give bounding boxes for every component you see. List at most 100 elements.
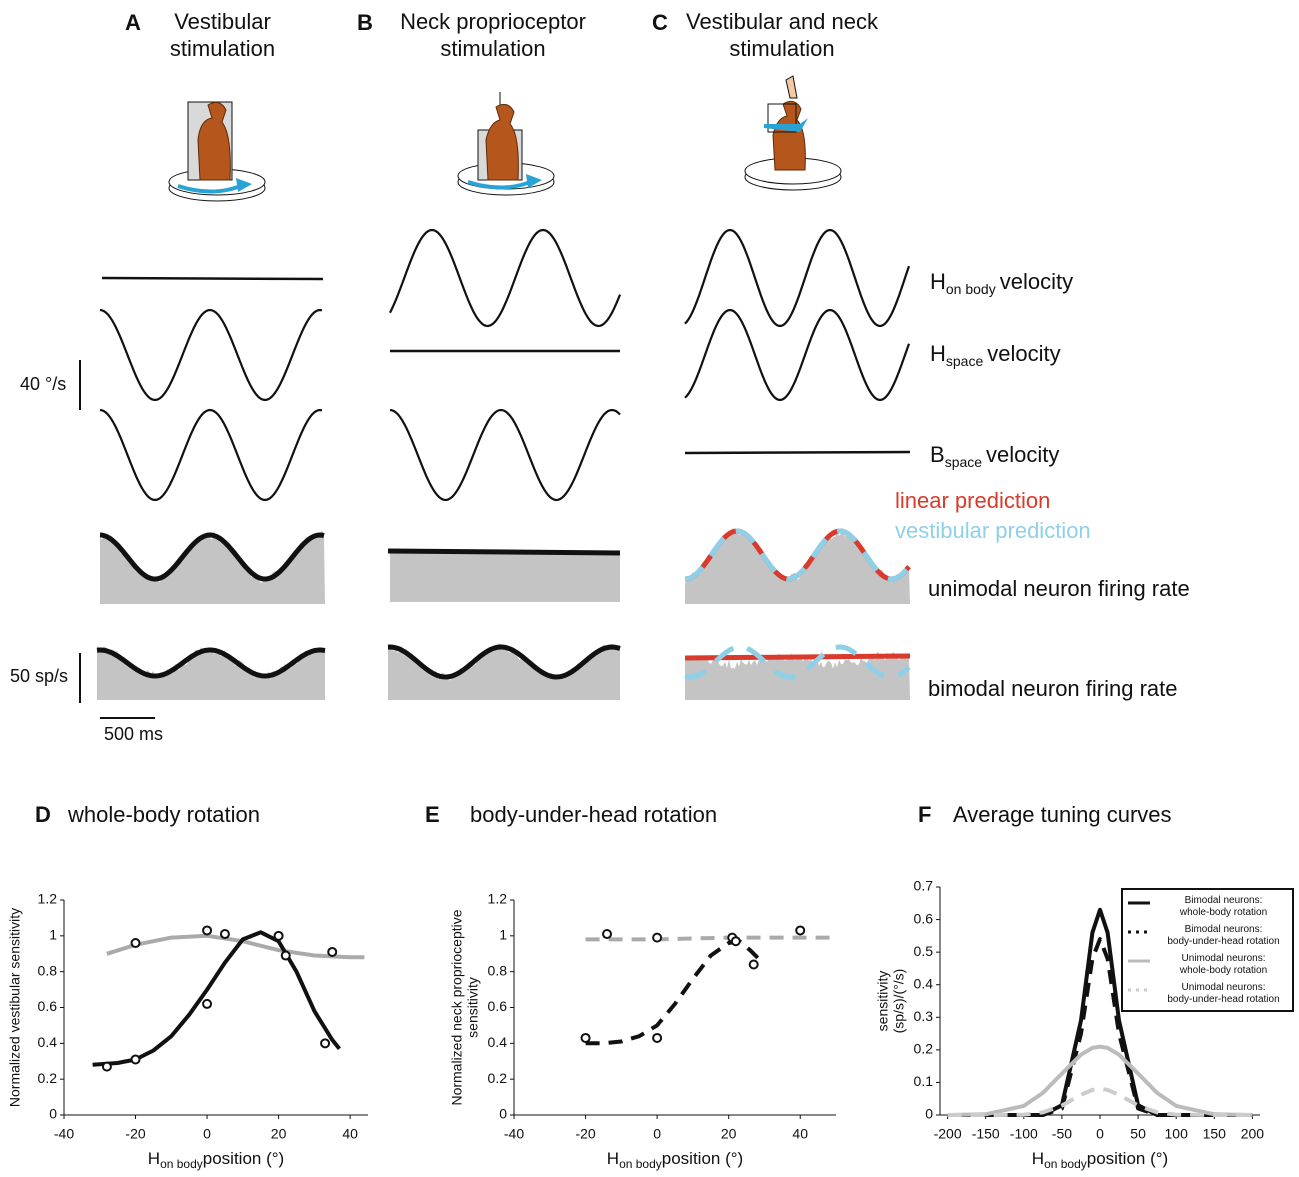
y-tick-label: 0 bbox=[49, 1106, 57, 1122]
y-tick-label: 0.1 bbox=[914, 1073, 934, 1089]
y-tick-label: 0.8 bbox=[38, 962, 58, 978]
y-tick-label: 0.6 bbox=[488, 998, 508, 1014]
data-point bbox=[582, 1034, 590, 1042]
y-tick-label: 0 bbox=[925, 1106, 933, 1122]
chart-letter: E bbox=[425, 802, 440, 827]
y-tick-label: 0.8 bbox=[488, 962, 508, 978]
row-label-rest: velocity bbox=[987, 341, 1060, 366]
x-label-rest: position (°) bbox=[1087, 1149, 1168, 1168]
row-label-sub: on body bbox=[946, 281, 996, 297]
x-tick-label: 0 bbox=[203, 1126, 211, 1142]
y-tick-label: 0.4 bbox=[488, 1034, 508, 1050]
chart-letter: F bbox=[918, 802, 931, 827]
scale-label: 500 ms bbox=[104, 724, 163, 744]
row-label-main: H bbox=[930, 341, 946, 366]
x-label-main: H bbox=[148, 1149, 160, 1168]
y-tick-label: 0.7 bbox=[914, 878, 934, 894]
x-tick-label: 20 bbox=[721, 1126, 737, 1142]
row-label-main: B bbox=[930, 442, 945, 467]
data-point bbox=[132, 939, 140, 947]
x-tick-label: -200 bbox=[934, 1126, 962, 1142]
panel-title: Vestibular and neck stimulation bbox=[657, 8, 907, 62]
panel-title: Neck proprioceptor stimulation bbox=[368, 8, 618, 62]
trace bbox=[102, 278, 323, 279]
x-tick-label: 40 bbox=[792, 1126, 808, 1142]
data-point bbox=[103, 1063, 111, 1071]
y-axis-label: (sp/s)/(°/s) bbox=[891, 969, 907, 1034]
data-point bbox=[732, 937, 740, 945]
trace bbox=[100, 310, 322, 400]
data-point bbox=[321, 1039, 329, 1047]
row-label: unimodal neuron firing rate bbox=[928, 576, 1190, 601]
y-axis-label: Normalized neck proprioceptive bbox=[449, 909, 465, 1105]
legend-label: Bimodal neurons: body-under-head rotatio… bbox=[1154, 924, 1293, 948]
x-tick-label: 0 bbox=[1096, 1126, 1104, 1142]
y-tick-label: 0.2 bbox=[914, 1041, 934, 1057]
y-axis-label: Normalized vestibular sensitivity bbox=[7, 908, 23, 1107]
data-point bbox=[653, 934, 661, 942]
x-tick-label: -50 bbox=[1052, 1126, 1072, 1142]
curve bbox=[586, 941, 761, 1043]
row-label: bimodal neuron firing rate bbox=[928, 676, 1177, 701]
x-label-rest: position (°) bbox=[203, 1149, 284, 1168]
row-label: Hspacevelocity bbox=[930, 341, 1061, 369]
row-label: Hon bodyvelocity bbox=[930, 269, 1073, 297]
data-point bbox=[132, 1055, 140, 1063]
legend-label-box: Unimodal neurons: whole-body rotation bbox=[1154, 953, 1293, 981]
y-tick-label: 1.2 bbox=[488, 891, 508, 907]
row-label-main: H bbox=[930, 269, 946, 294]
y-tick-label: 0.5 bbox=[914, 943, 934, 959]
x-axis-label: Hon bodyposition (°) bbox=[148, 1149, 284, 1171]
x-axis-label: Hon bodyposition (°) bbox=[1032, 1149, 1168, 1171]
y-tick-label: 0.3 bbox=[914, 1008, 934, 1024]
x-label-rest: position (°) bbox=[662, 1149, 743, 1168]
trace bbox=[685, 452, 910, 453]
x-label-main: H bbox=[1032, 1149, 1044, 1168]
x-label-sub: on body bbox=[1044, 1157, 1087, 1171]
x-tick-label: 50 bbox=[1130, 1126, 1146, 1142]
trace bbox=[388, 551, 620, 553]
x-tick-label: 0 bbox=[653, 1126, 661, 1142]
prediction-label: linear prediction bbox=[895, 488, 1050, 513]
chart-letter: D bbox=[35, 802, 51, 827]
y-tick-label: 0.6 bbox=[914, 910, 934, 926]
illustration-c bbox=[745, 76, 841, 190]
row-label-sub: space bbox=[945, 454, 983, 470]
x-tick-label: -40 bbox=[54, 1126, 74, 1142]
y-tick-label: 0.2 bbox=[38, 1070, 58, 1086]
scale-label: 40 °/s bbox=[20, 374, 66, 394]
data-point bbox=[653, 1034, 661, 1042]
trace bbox=[390, 230, 620, 326]
y-tick-label: 1.2 bbox=[38, 891, 58, 907]
chart-title: whole-body rotation bbox=[67, 802, 260, 827]
x-label-sub: on body bbox=[160, 1157, 203, 1171]
legend-label: Bimodal neurons: whole-body rotation bbox=[1154, 895, 1293, 919]
y-axis-label: sensitivity bbox=[465, 977, 481, 1038]
x-label-main: H bbox=[607, 1149, 619, 1168]
trace bbox=[100, 410, 322, 500]
y-tick-label: 0.4 bbox=[914, 975, 934, 991]
x-tick-label: -40 bbox=[504, 1126, 524, 1142]
x-tick-label: -100 bbox=[1010, 1126, 1038, 1142]
chart-title: Average tuning curves bbox=[953, 802, 1172, 827]
x-tick-label: 20 bbox=[271, 1126, 287, 1142]
x-tick-label: -20 bbox=[125, 1126, 145, 1142]
panel-title-box: Vestibular and neck stimulation bbox=[657, 8, 917, 68]
legend-label-box: Bimodal neurons: whole-body rotation bbox=[1154, 895, 1293, 923]
data-point bbox=[282, 952, 290, 960]
y-tick-label: 0.2 bbox=[488, 1070, 508, 1086]
row-label-rest: velocity bbox=[986, 442, 1059, 467]
y-tick-label: 1 bbox=[49, 927, 57, 943]
scale-label: 50 sp/s bbox=[10, 666, 68, 686]
firing-rate-area bbox=[97, 646, 325, 700]
x-tick-label: -20 bbox=[575, 1126, 595, 1142]
row-label-rest: velocity bbox=[1000, 269, 1073, 294]
data-point bbox=[796, 926, 804, 934]
x-tick-label: -150 bbox=[972, 1126, 1000, 1142]
row-label: Bspacevelocity bbox=[930, 442, 1059, 470]
y-tick-label: 1 bbox=[499, 927, 507, 943]
legend-label: Unimodal neurons: whole-body rotation bbox=[1154, 953, 1293, 977]
data-point bbox=[328, 948, 336, 956]
chart-title: body-under-head rotation bbox=[470, 802, 717, 827]
y-axis-label: sensitivity bbox=[875, 971, 891, 1032]
